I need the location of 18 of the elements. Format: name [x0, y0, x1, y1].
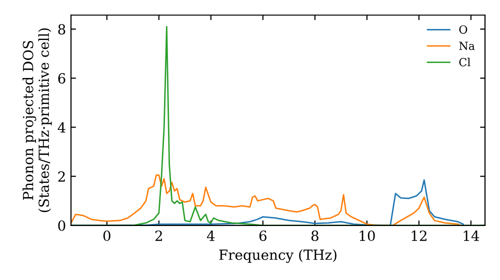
- x-tick-label: 14: [464, 230, 480, 241]
- y-tick-label: 4: [58, 122, 66, 133]
- y-tick-label: 8: [58, 24, 66, 35]
- x-tick-label: 6: [259, 230, 266, 242]
- x-tick-label: 12: [412, 230, 426, 241]
- legend-label: Na: [459, 42, 475, 50]
- y-tick-label: 2: [58, 171, 65, 182]
- x-tick-label: 8: [311, 230, 318, 242]
- x-axis-title: Frequency (THz): [219, 249, 336, 263]
- x-tick-label: 4: [206, 230, 215, 241]
- legend-label: O: [459, 25, 468, 34]
- x-tick-label: 10: [360, 230, 375, 242]
- y-tick-label: 0: [58, 220, 66, 231]
- y-tick-label: 6: [58, 73, 66, 84]
- x-tick-label: 0: [103, 230, 110, 242]
- legend-label: Cl: [459, 58, 470, 66]
- y-axis-title: Phonon projected DOS (States/THz·primitive cell): [22, 28, 52, 212]
- x-tick-label: 2: [155, 230, 162, 241]
